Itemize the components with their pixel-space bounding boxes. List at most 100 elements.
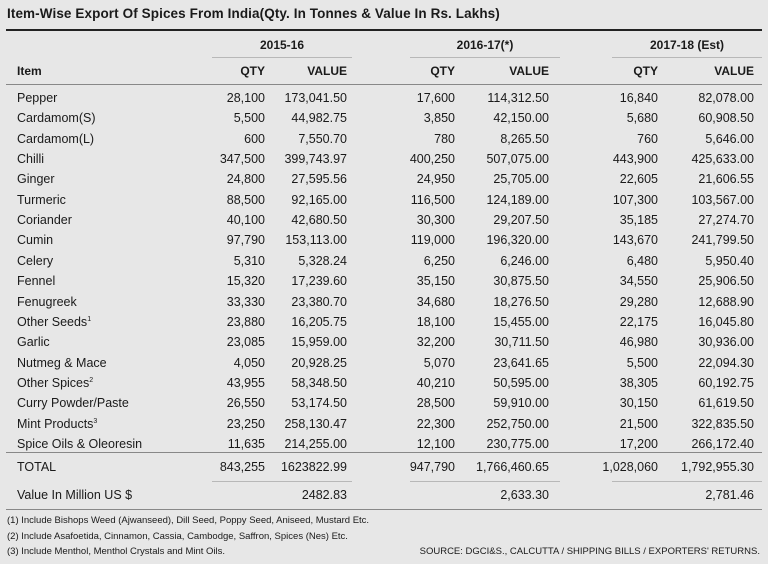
cell-qty-2016-17: 34,680 xyxy=(416,295,455,309)
row-item-label: Chilli xyxy=(17,152,45,166)
col-header-value-1: VALUE xyxy=(307,64,347,78)
cell-value-2016-17: 8,265.50 xyxy=(500,132,549,146)
total-value-2: 1,766,460.65 xyxy=(476,460,549,474)
col-header-qty-1: QTY xyxy=(240,64,265,78)
row-item-label: Fennel xyxy=(17,274,56,288)
row-item-cell: Cumin xyxy=(17,232,53,248)
cell-qty-2015-16: 40,100 xyxy=(226,213,265,227)
cell-qty-2016-17: 40,210 xyxy=(416,376,455,390)
cell-qty-2015-16: 23,085 xyxy=(226,335,265,349)
cell-qty-2016-17: 780 xyxy=(434,132,455,146)
row-item-label: Pepper xyxy=(17,91,58,105)
cell-value-2016-17: 59,910.00 xyxy=(493,396,549,410)
cell-qty-2016-17: 17,600 xyxy=(416,91,455,105)
total-value-1: 1623822.99 xyxy=(280,460,347,474)
cell-value-2015-16: 5,328.24 xyxy=(298,254,347,268)
cell-value-2017-18: 22,094.30 xyxy=(698,356,754,370)
cell-qty-2017-18: 29,280 xyxy=(619,295,658,309)
cell-qty-2017-18: 30,150 xyxy=(619,396,658,410)
cell-qty-2015-16: 28,100 xyxy=(226,91,265,105)
cell-value-2016-17: 15,455.00 xyxy=(493,315,549,329)
cell-value-2017-18: 27,274.70 xyxy=(698,213,754,227)
footnote-marker: 3 xyxy=(93,418,98,425)
cell-value-2017-18: 21,606.55 xyxy=(698,172,754,186)
col-header-value-3: VALUE xyxy=(714,64,754,78)
row-item-label: Cardamom(S) xyxy=(17,111,96,125)
row-item-label: Cumin xyxy=(17,233,54,247)
row-item-cell: Mint Products3 xyxy=(17,416,97,432)
row-item-cell: Curry Powder/Paste xyxy=(17,395,129,411)
row-item-cell: Garlic xyxy=(17,334,50,350)
row-item-cell: Cardamom(S) xyxy=(17,110,96,126)
total-rule xyxy=(6,452,762,453)
usd-value-3: 2,781.46 xyxy=(705,488,754,502)
cell-qty-2015-16: 24,800 xyxy=(226,172,265,186)
cell-value-2016-17: 114,312.50 xyxy=(487,91,549,105)
cell-value-2016-17: 23,641.65 xyxy=(493,356,549,370)
title-rule xyxy=(6,29,762,31)
row-item-label: Other Seeds xyxy=(17,315,88,329)
footnote-marker: 1 xyxy=(87,316,92,323)
year-rule-3 xyxy=(612,57,762,58)
cell-value-2017-18: 25,906.50 xyxy=(698,274,754,288)
row-item-label: Ginger xyxy=(17,172,55,186)
cell-qty-2016-17: 119,000 xyxy=(410,233,455,247)
year-rule-1 xyxy=(212,57,352,58)
cell-value-2015-16: 42,680.50 xyxy=(291,213,347,227)
cell-value-2016-17: 124,189.00 xyxy=(486,193,549,207)
cell-qty-2016-17: 28,500 xyxy=(416,396,455,410)
cell-qty-2017-18: 107,300 xyxy=(612,193,658,207)
year-header-2017-18: 2017-18 (Est) xyxy=(649,38,725,52)
cell-qty-2016-17: 24,950 xyxy=(416,172,455,186)
cell-qty-2017-18: 5,500 xyxy=(626,356,658,370)
cell-value-2017-18: 425,633.00 xyxy=(691,152,754,166)
row-item-label: Curry Powder/Paste xyxy=(17,396,129,410)
row-item-label: Cardamom(L) xyxy=(17,132,95,146)
total-label: TOTAL xyxy=(17,460,57,474)
footnote-marker: 2 xyxy=(89,377,94,384)
cell-qty-2015-16: 43,955 xyxy=(226,376,265,390)
cell-qty-2017-18: 35,185 xyxy=(619,213,658,227)
row-item-cell: Other Seeds1 xyxy=(17,314,91,330)
cell-qty-2015-16: 5,500 xyxy=(233,111,265,125)
year-header-2015-16: 2015-16 xyxy=(259,38,305,52)
cell-qty-2017-18: 5,680 xyxy=(626,111,658,125)
usd-rule-2 xyxy=(410,481,560,482)
cell-value-2015-16: 16,205.75 xyxy=(291,315,347,329)
total-qty-3: 1,028,060 xyxy=(602,460,658,474)
cell-value-2015-16: 53,174.50 xyxy=(291,396,347,410)
row-item-label: Celery xyxy=(17,254,54,268)
cell-value-2016-17: 6,246.00 xyxy=(500,254,549,268)
cell-value-2015-16: 92,165.00 xyxy=(291,193,347,207)
cell-value-2017-18: 266,172.40 xyxy=(691,437,754,451)
table-title: Item-Wise Export Of Spices From India(Qt… xyxy=(7,6,500,21)
cell-value-2016-17: 18,276.50 xyxy=(493,295,549,309)
year-header-2016-17: 2016-17(*) xyxy=(456,38,514,52)
footnote-1: (1) Include Bishops Weed (Ajwanseed), Di… xyxy=(7,515,370,526)
cell-value-2016-17: 252,750.00 xyxy=(486,417,549,431)
row-item-label: Spice Oils & Oleoresin xyxy=(17,437,143,451)
cell-qty-2015-16: 23,250 xyxy=(226,417,265,431)
year-rule-2 xyxy=(410,57,560,58)
cell-qty-2016-17: 116,500 xyxy=(410,193,455,207)
cell-qty-2015-16: 600 xyxy=(244,132,265,146)
col-header-qty-2: QTY xyxy=(430,64,455,78)
cell-qty-2015-16: 33,330 xyxy=(226,295,265,309)
cell-qty-2017-18: 38,305 xyxy=(619,376,658,390)
row-item-cell: Nutmeg & Mace xyxy=(17,355,107,371)
cell-value-2017-18: 61,619.50 xyxy=(698,396,754,410)
cell-value-2016-17: 25,705.00 xyxy=(493,172,549,186)
cell-value-2015-16: 17,239.60 xyxy=(291,274,347,288)
cell-qty-2015-16: 88,500 xyxy=(226,193,265,207)
cell-qty-2017-18: 22,605 xyxy=(619,172,658,186)
cell-value-2015-16: 27,595.56 xyxy=(291,172,347,186)
cell-qty-2015-16: 23,880 xyxy=(226,315,265,329)
row-item-cell: Celery xyxy=(17,253,53,269)
cell-value-2016-17: 30,875.50 xyxy=(493,274,549,288)
cell-value-2017-18: 5,646.00 xyxy=(705,132,754,146)
cell-qty-2017-18: 760 xyxy=(637,132,658,146)
cell-value-2016-17: 29,207.50 xyxy=(493,213,549,227)
cell-qty-2016-17: 5,070 xyxy=(423,356,455,370)
cell-value-2017-18: 60,908.50 xyxy=(698,111,754,125)
row-item-label: Garlic xyxy=(17,335,50,349)
